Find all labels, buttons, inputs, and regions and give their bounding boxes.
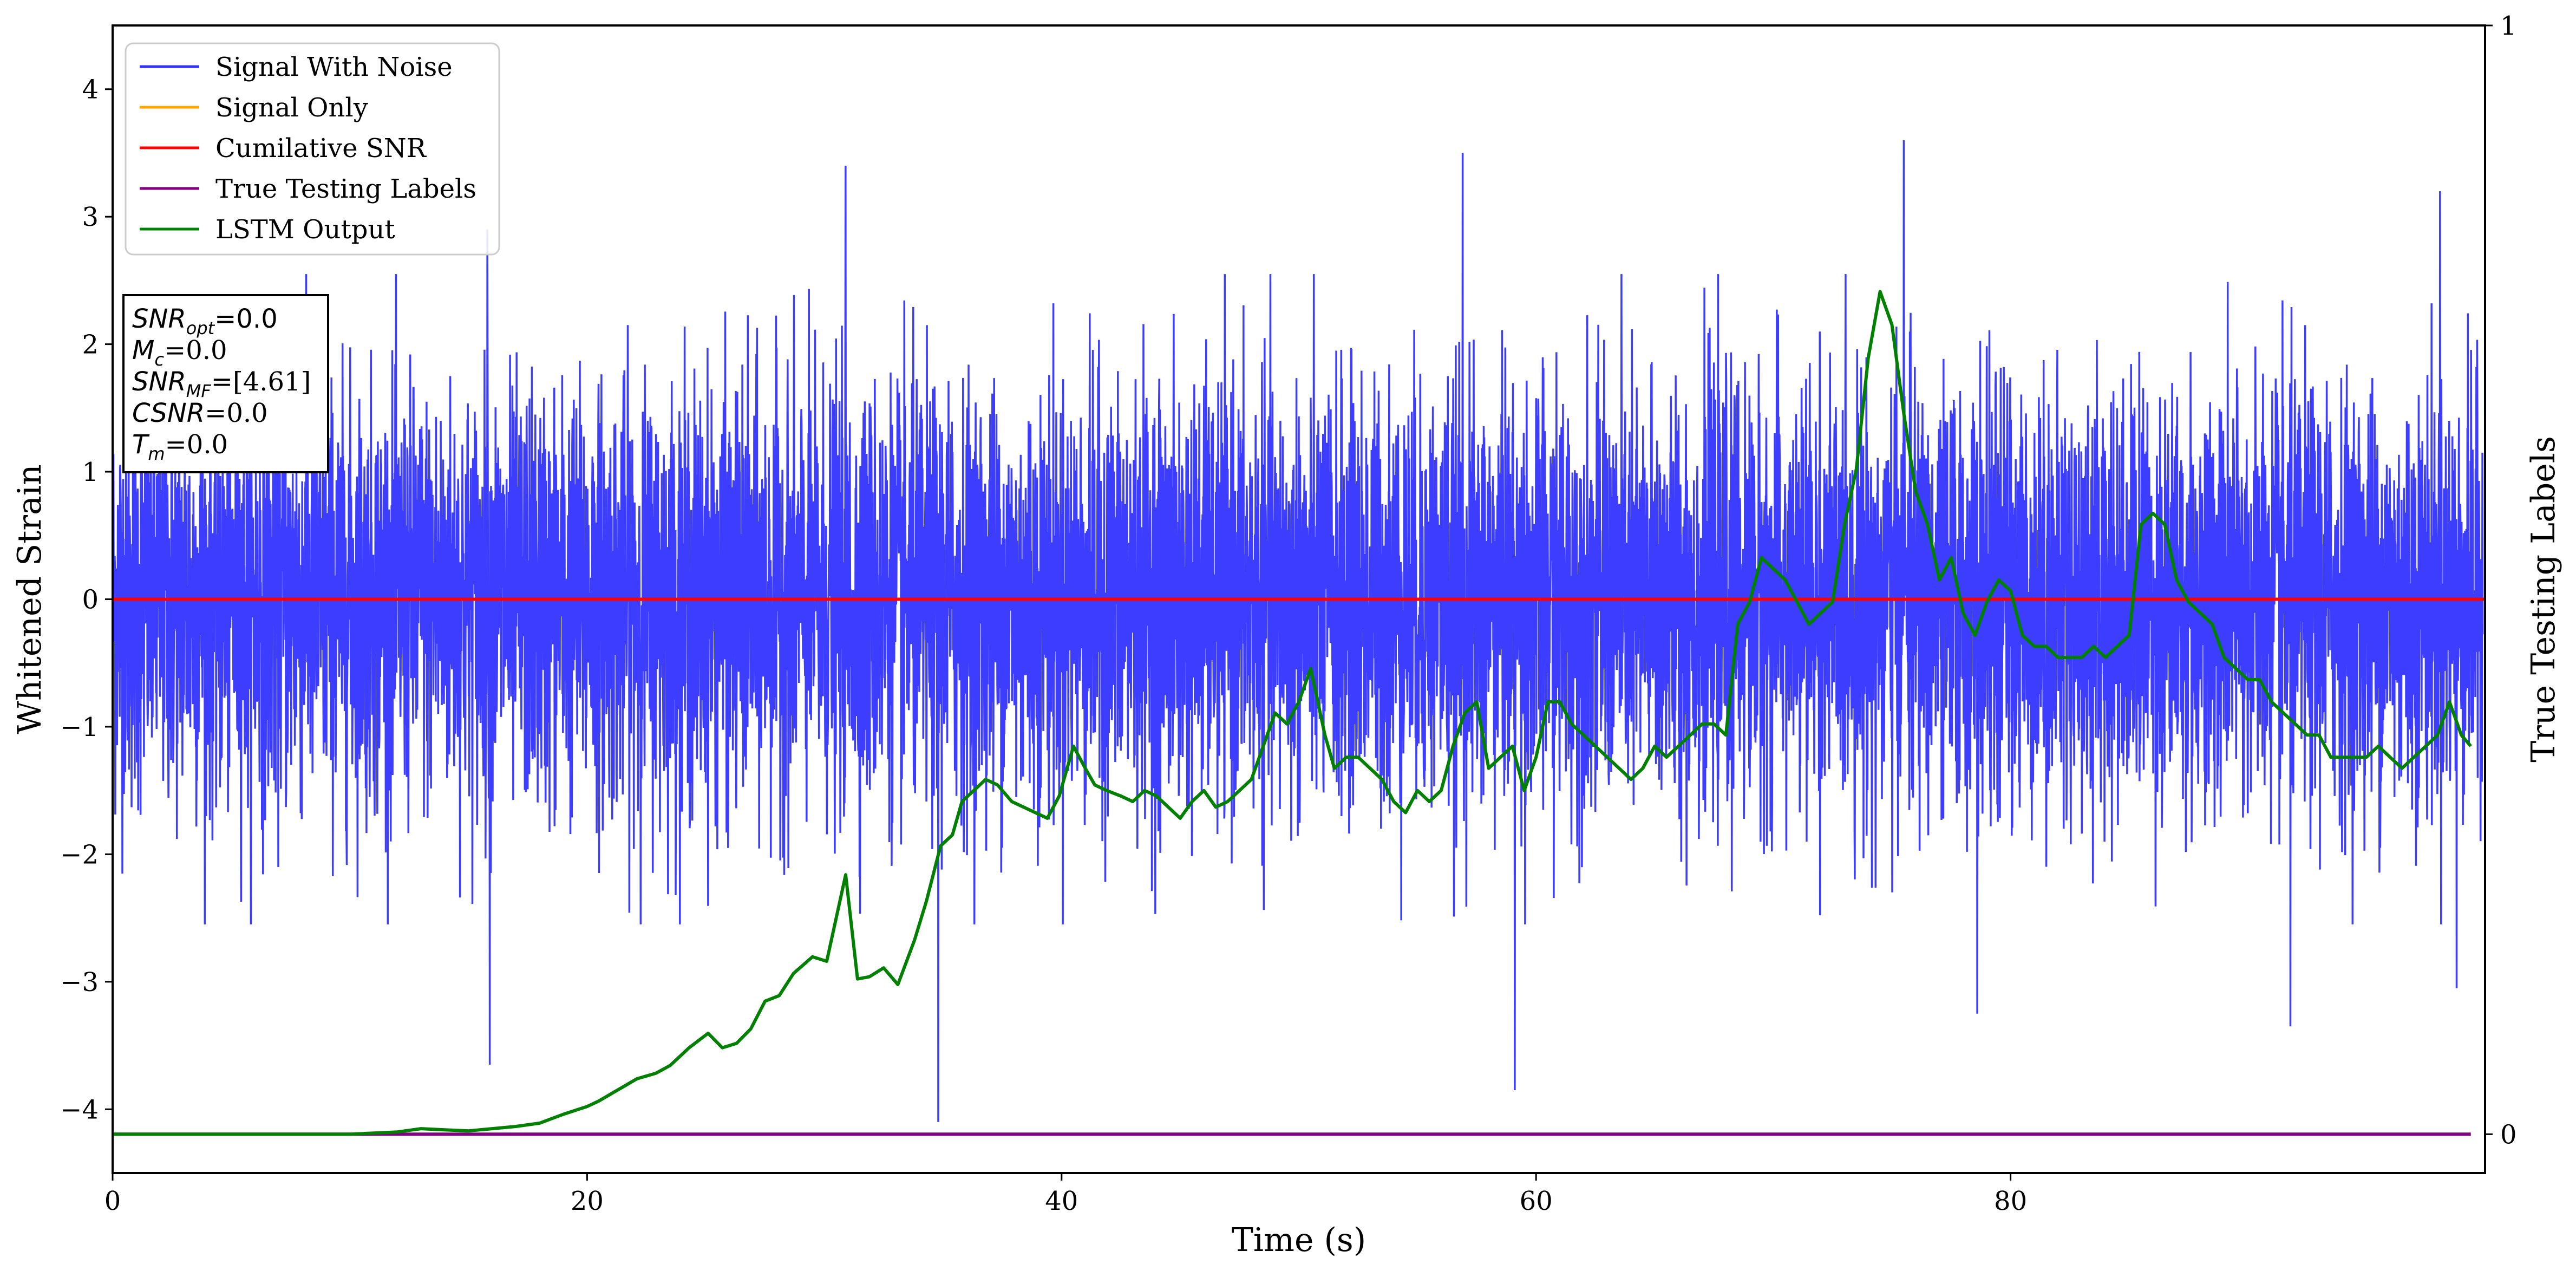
y-tick-label: −4 xyxy=(60,1094,99,1125)
info-box-frame xyxy=(122,294,329,473)
y-tick-label: 1 xyxy=(82,457,99,487)
legend: Signal With Noise Signal Only Cumilative… xyxy=(125,42,500,256)
y-tick-label: 2 xyxy=(82,330,99,360)
y-tick-label: −2 xyxy=(60,839,99,870)
y-tick-label: −3 xyxy=(60,967,99,998)
signal-with-noise-layer xyxy=(112,140,2484,1122)
info-csnr: CSNR=0.0 xyxy=(132,398,268,428)
y2-axis-label: True Testing Labels xyxy=(2525,436,2562,763)
x-axis-label: Time (s) xyxy=(1232,1221,1366,1259)
legend-label-signal-only: Signal Only xyxy=(215,93,368,123)
y-tick-label: 3 xyxy=(82,202,99,232)
x-tick-label: 20 xyxy=(571,1186,604,1216)
y2-tick-label: 1 xyxy=(2500,11,2517,41)
y-tick-label: −1 xyxy=(60,712,99,742)
info-tm: Tm=0.0 xyxy=(132,429,228,464)
info-snr-opt: SNRopt=0.0 xyxy=(132,304,278,338)
x-tick-label: 0 xyxy=(104,1186,121,1216)
y-tick-label: 0 xyxy=(82,585,99,615)
series-lstm-output xyxy=(113,290,2472,1136)
legend-label-cumulative-snr: Cumilative SNR xyxy=(215,133,427,164)
x-tick-label: 80 xyxy=(1994,1186,2027,1216)
info-box: SNRopt=0.0 Mc=0.0 SNRMF=[4.61] CSNR=0.0 … xyxy=(122,294,329,473)
legend-label-lstm-output: LSTM Output xyxy=(215,214,395,245)
info-snr-mf: SNRMF=[4.61] xyxy=(132,367,311,401)
legend-label-true-testing-labels: True Testing Labels xyxy=(215,174,476,204)
legend-box xyxy=(125,42,500,256)
x-tick-label: 60 xyxy=(1520,1186,1553,1216)
series-signal-with-noise xyxy=(112,140,2484,1122)
y-axis-label: Whitened Strain xyxy=(11,464,49,734)
lines-layer xyxy=(113,290,2485,1136)
y-tick-label: 4 xyxy=(82,75,99,105)
x-tick-label: 40 xyxy=(1045,1186,1078,1216)
info-chirp-mass: Mc=0.0 xyxy=(132,335,227,370)
legend-label-signal-with-noise: Signal With Noise xyxy=(215,52,453,82)
y2-tick-label: 0 xyxy=(2500,1119,2517,1150)
